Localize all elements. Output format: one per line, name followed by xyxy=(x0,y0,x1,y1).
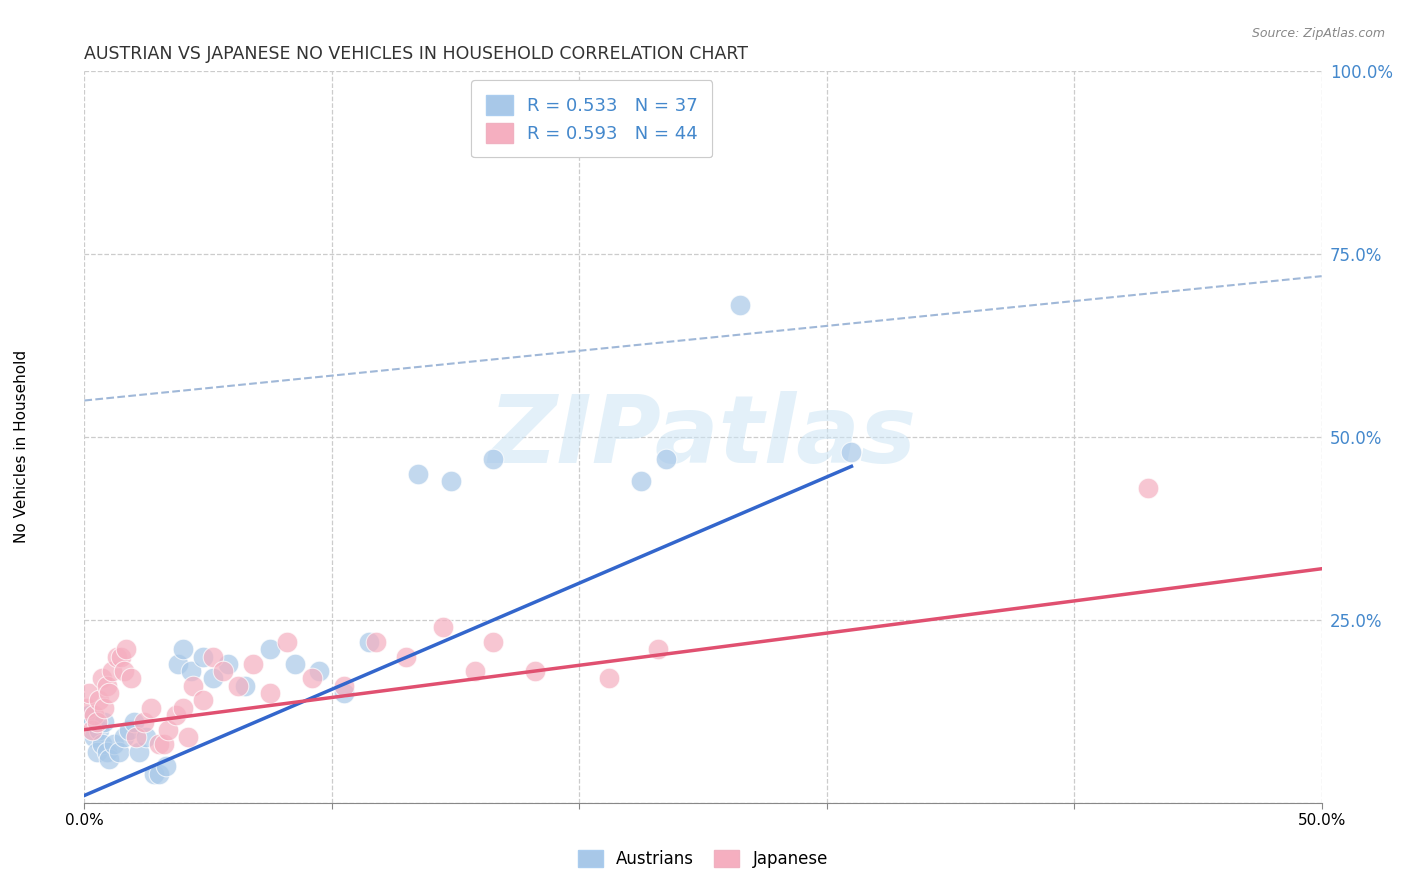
Point xyxy=(115,642,138,657)
Point xyxy=(90,737,112,751)
Legend: Austrians, Japanese: Austrians, Japanese xyxy=(571,843,835,875)
Text: Source: ZipAtlas.com: Source: ZipAtlas.com xyxy=(1251,27,1385,40)
Point xyxy=(83,730,105,744)
Point xyxy=(157,723,180,737)
Text: AUSTRIAN VS JAPANESE NO VEHICLES IN HOUSEHOLD CORRELATION CHART: AUSTRIAN VS JAPANESE NO VEHICLES IN HOUS… xyxy=(84,45,748,62)
Point xyxy=(439,474,461,488)
Point xyxy=(259,642,281,657)
Point xyxy=(180,664,202,678)
Point xyxy=(79,708,101,723)
Point xyxy=(630,474,652,488)
Point xyxy=(301,672,323,686)
Point xyxy=(100,664,122,678)
Legend: R = 0.533   N = 37, R = 0.593   N = 44: R = 0.533 N = 37, R = 0.593 N = 44 xyxy=(471,80,713,157)
Point xyxy=(172,700,194,714)
Point xyxy=(148,766,170,780)
Point xyxy=(152,737,174,751)
Point xyxy=(226,679,249,693)
Point xyxy=(233,679,256,693)
Point xyxy=(96,745,118,759)
Point xyxy=(432,620,454,634)
Point xyxy=(93,700,115,714)
Point xyxy=(464,664,486,678)
Point xyxy=(242,657,264,671)
Point xyxy=(83,708,105,723)
Point xyxy=(89,723,111,737)
Point xyxy=(366,635,388,649)
Point xyxy=(284,657,307,671)
Point xyxy=(523,664,546,678)
Point xyxy=(308,664,330,678)
Point xyxy=(155,759,177,773)
Point xyxy=(655,452,678,467)
Point xyxy=(128,745,150,759)
Point xyxy=(598,672,620,686)
Point xyxy=(259,686,281,700)
Point xyxy=(142,766,165,780)
Point xyxy=(132,715,155,730)
Point xyxy=(202,672,225,686)
Point xyxy=(1137,481,1160,495)
Point xyxy=(108,745,131,759)
Point xyxy=(167,657,190,671)
Point xyxy=(93,715,115,730)
Point xyxy=(212,664,235,678)
Point xyxy=(86,715,108,730)
Point xyxy=(110,649,132,664)
Point xyxy=(481,452,503,467)
Point xyxy=(647,642,669,657)
Point xyxy=(90,672,112,686)
Point xyxy=(79,686,101,700)
Point xyxy=(105,649,128,664)
Point xyxy=(357,635,380,649)
Point xyxy=(841,444,863,458)
Point xyxy=(98,752,121,766)
Point xyxy=(202,649,225,664)
Point xyxy=(728,298,751,312)
Point xyxy=(172,642,194,657)
Point xyxy=(181,679,204,693)
Text: ZIPatlas: ZIPatlas xyxy=(489,391,917,483)
Point xyxy=(148,737,170,751)
Point xyxy=(112,730,135,744)
Point xyxy=(80,723,103,737)
Text: No Vehicles in Household: No Vehicles in Household xyxy=(14,350,28,542)
Point xyxy=(122,715,145,730)
Point xyxy=(217,657,239,671)
Point xyxy=(333,686,356,700)
Point xyxy=(141,700,163,714)
Point xyxy=(112,664,135,678)
Point xyxy=(395,649,418,664)
Point xyxy=(86,745,108,759)
Point xyxy=(120,672,142,686)
Point xyxy=(333,679,356,693)
Point xyxy=(125,730,148,744)
Point xyxy=(276,635,298,649)
Point xyxy=(177,730,200,744)
Point xyxy=(135,730,157,744)
Point xyxy=(408,467,430,481)
Point xyxy=(191,693,214,707)
Point xyxy=(89,693,111,707)
Point xyxy=(165,708,187,723)
Point xyxy=(118,723,141,737)
Point xyxy=(96,679,118,693)
Point xyxy=(103,737,125,751)
Point xyxy=(481,635,503,649)
Point xyxy=(98,686,121,700)
Point xyxy=(76,700,98,714)
Point xyxy=(191,649,214,664)
